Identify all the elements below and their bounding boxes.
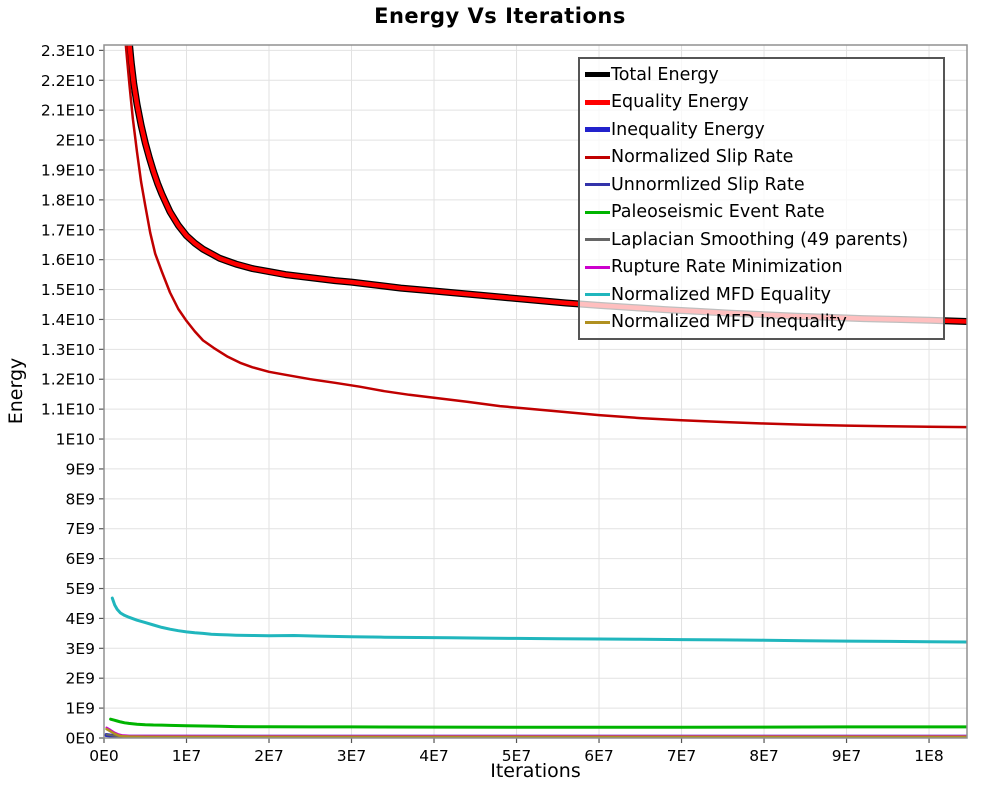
y-tick-label: 9E9	[65, 460, 95, 478]
y-tick-label: 4E9	[65, 610, 95, 628]
y-tick-label: 2E10	[56, 132, 95, 150]
y-tick-label: 6E9	[65, 550, 95, 568]
x-tick-label: 3E7	[337, 747, 367, 765]
legend-item: Inequality Energy	[580, 117, 943, 143]
legend-item-label: Rupture Rate Minimization	[611, 257, 843, 278]
legend-item: Normalized MFD Equality	[580, 282, 943, 308]
x-tick-label: 1E8	[914, 747, 944, 765]
y-tick-label: 1.2E10	[41, 371, 95, 389]
legend-item: Paleoseismic Event Rate	[580, 199, 943, 225]
y-tick-label: 1E10	[56, 431, 95, 449]
y-tick-label: 2.1E10	[41, 102, 95, 120]
y-tick-label: 5E9	[65, 580, 95, 598]
series-line-normalized-slip-rate	[124, 45, 967, 429]
legend-line-swatch	[585, 155, 610, 159]
x-tick-label: 2E7	[254, 747, 284, 765]
x-tick-label: 5E7	[502, 747, 532, 765]
legend-line-swatch	[585, 72, 610, 78]
legend-item: Laplacian Smoothing (49 parents)	[580, 227, 943, 253]
y-tick-label: 1.5E10	[41, 281, 95, 299]
x-tick-label: 9E7	[832, 747, 862, 765]
y-tick-label: 1.7E10	[41, 221, 95, 239]
legend-item-label: Laplacian Smoothing (49 parents)	[611, 229, 909, 250]
y-tick-label: 1.3E10	[41, 341, 95, 359]
y-tick-label: 7E9	[65, 520, 95, 538]
legend-line-swatch	[585, 99, 610, 105]
series-line-normalized-mfd-inequality	[105, 727, 967, 738]
legend-item: Rupture Rate Minimization	[580, 254, 943, 280]
legend-item-label: Normalized Slip Rate	[611, 147, 794, 168]
legend-item: Normalized MFD Inequality	[580, 309, 943, 335]
legend-line-swatch	[585, 238, 610, 242]
y-tick-label: 8E9	[65, 490, 95, 508]
legend-item-label: Total Energy	[611, 64, 719, 85]
y-tick-label: 1.8E10	[41, 191, 95, 209]
legend-item-label: Paleoseismic Event Rate	[611, 202, 825, 223]
y-tick-label: 0E0	[65, 730, 95, 748]
y-tick-label: 2E9	[65, 670, 95, 688]
y-tick-label: 1.1E10	[41, 401, 95, 419]
legend-item-label: Normalized MFD Inequality	[611, 312, 847, 333]
y-tick-label: 3E9	[65, 640, 95, 658]
y-tick-label: 1E9	[65, 700, 95, 718]
chart-title: Energy Vs Iterations	[374, 4, 626, 28]
legend-item: Normalized Slip Rate	[580, 144, 943, 170]
series-line-rupture-rate-minimization	[105, 726, 967, 737]
legend-item: Total Energy	[580, 62, 943, 88]
y-tick-label: 2.2E10	[41, 72, 95, 90]
legend-item-label: Equality Energy	[611, 92, 749, 113]
legend-line-swatch	[585, 293, 610, 297]
plot-border	[103, 44, 968, 739]
legend-box: Total Energy Equality Energy Inequality En…	[578, 57, 945, 340]
legend-item: Equality Energy	[580, 89, 943, 115]
series-line-paleoseismic-event-rate	[109, 717, 967, 729]
x-tick-label: 1E7	[172, 747, 202, 765]
y-axis-label: Energy	[5, 357, 27, 425]
legend-line-swatch	[585, 127, 610, 133]
legend-line-swatch	[585, 265, 610, 269]
legend-item: Unnormlized Slip Rate	[580, 172, 943, 198]
legend-line-swatch	[585, 210, 610, 214]
y-tick-label: 1.4E10	[41, 311, 95, 329]
legend-line-swatch	[585, 320, 610, 324]
x-axis-label: Iterations	[490, 760, 581, 782]
y-tick-label: 2.3E10	[41, 42, 95, 60]
legend-item-label: Unnormlized Slip Rate	[611, 174, 805, 195]
x-tick-label: 4E7	[419, 747, 449, 765]
legend-item-label: Inequality Energy	[611, 119, 765, 140]
legend-item-label: Normalized MFD Equality	[611, 284, 831, 305]
series-line-normalized-mfd-equality	[110, 596, 967, 644]
y-tick-label: 1.6E10	[41, 251, 95, 269]
y-tick-label: 1.9E10	[41, 161, 95, 179]
x-tick-label: 6E7	[584, 747, 614, 765]
x-tick-label: 8E7	[749, 747, 779, 765]
legend-line-swatch	[585, 183, 610, 187]
x-tick-label: 0E0	[89, 747, 119, 765]
x-tick-label: 7E7	[667, 747, 697, 765]
